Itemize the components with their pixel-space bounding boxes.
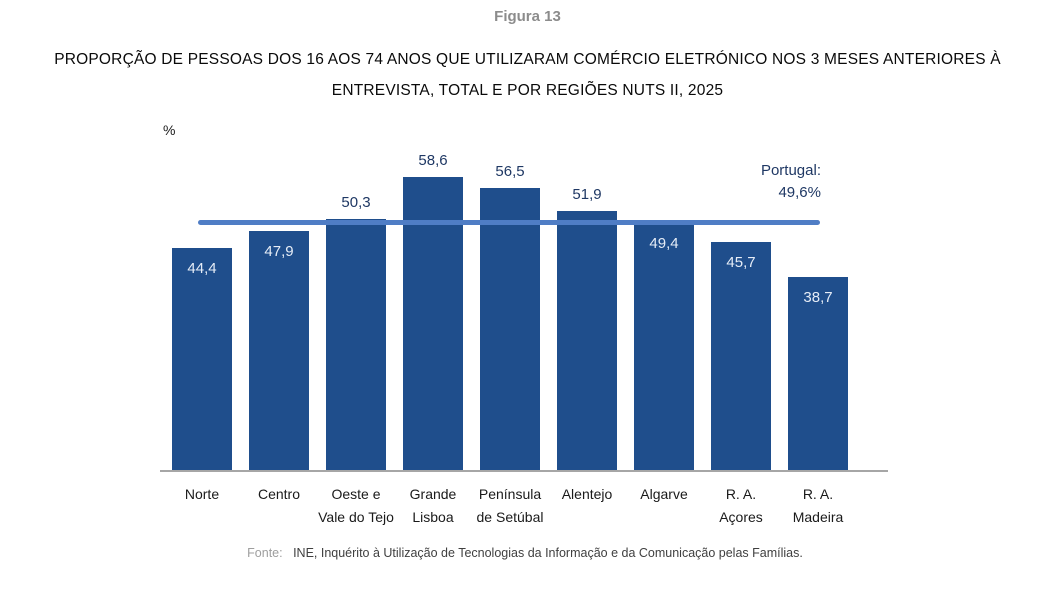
bar-4	[480, 187, 540, 470]
x-axis-line	[160, 470, 888, 472]
bar-5	[557, 210, 617, 470]
x-axis-category-label-3: Grande Lisboa	[409, 486, 457, 525]
bar-value-label-2: 50,3	[341, 193, 371, 211]
figure-number: Figura 13	[494, 8, 561, 25]
chart-title-line-2: ENTREVISTA, TOTAL E POR REGIÕES NUTS II,…	[331, 82, 724, 99]
x-axis-category-label-7: R. A. Açores	[719, 486, 763, 525]
bar-value-label-0: 44,4	[187, 260, 217, 277]
source-note-text: INE, Inquérito à Utilização de Tecnologi…	[293, 546, 803, 560]
bar-value-label-6: 49,4	[649, 235, 679, 252]
source-note: Fonte: INE, Inquérito à Utilização de Te…	[0, 546, 1050, 560]
bar-value-label-1: 47,9	[264, 242, 294, 260]
y-axis-unit-label: %	[163, 122, 176, 138]
x-axis-category-label-8: R. A. Madeira	[792, 486, 844, 525]
x-axis-category-label-4: Península de Setúbal	[476, 486, 544, 525]
bar-3	[403, 177, 463, 470]
bar-value-label-3: 58,6	[418, 152, 448, 169]
source-note-prefix: Fonte:	[247, 546, 283, 560]
bar-0	[172, 248, 232, 470]
bar-6	[634, 223, 694, 470]
bar-8	[788, 276, 848, 470]
x-axis-category-label-5: Alentejo	[561, 486, 613, 502]
bar-2	[326, 218, 386, 470]
x-axis-category-label-1: Centro	[257, 486, 301, 502]
x-axis-category-label-2: Oeste e Vale do Tejo	[318, 486, 394, 525]
portugal-reference-line	[198, 219, 820, 225]
bar-value-label-4: 56,5	[495, 162, 525, 180]
bar-7	[711, 241, 771, 470]
bar-1	[249, 230, 309, 470]
chart-title-line-1: PROPORÇÃO DE PESSOAS DOS 16 AOS 74 ANOS …	[54, 51, 1001, 68]
portugal-reference-label-line-2: 49,6%	[778, 184, 821, 201]
bar-value-label-5: 51,9	[572, 185, 602, 203]
bar-value-label-8: 38,7	[803, 288, 833, 306]
bar-value-label-7: 45,7	[726, 253, 756, 271]
x-axis-category-label-0: Norte	[184, 486, 220, 502]
x-axis-category-label-6: Algarve	[640, 486, 688, 502]
portugal-reference-label-line-1: Portugal:	[760, 162, 821, 179]
portugal-reference-label: Portugal: 49,6%	[761, 160, 821, 204]
